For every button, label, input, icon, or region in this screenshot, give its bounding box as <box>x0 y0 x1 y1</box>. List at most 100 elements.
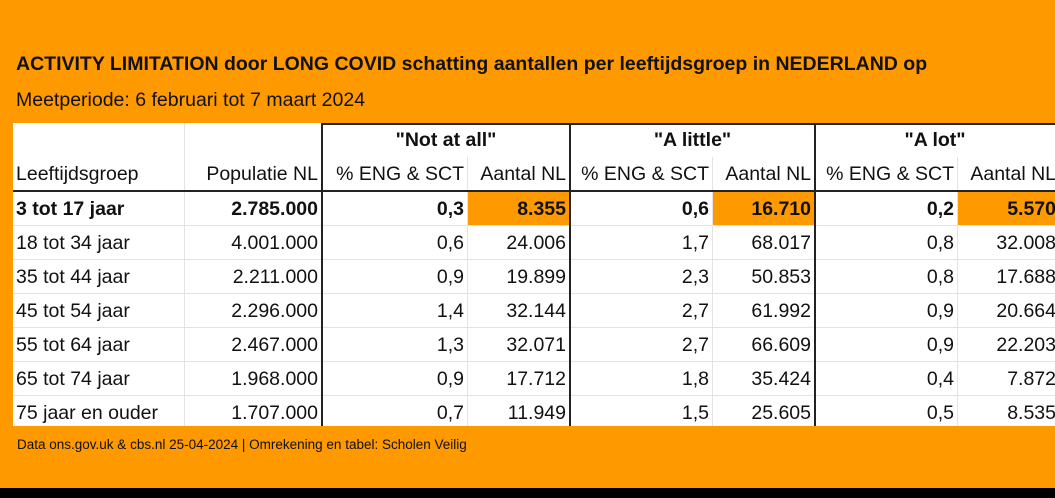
cell-population: 2.296.000 <box>185 294 322 328</box>
group-divider <box>814 396 816 426</box>
cell-percent: 0,3 <box>322 192 468 226</box>
cell-population: 2.467.000 <box>185 328 322 362</box>
cell-percent: 0,9 <box>815 294 958 328</box>
cell-percent: 0,8 <box>815 226 958 260</box>
cell-population: 4.001.000 <box>185 226 322 260</box>
cell-count: 61.992 <box>713 294 815 328</box>
group-divider <box>814 192 816 226</box>
cell-percent: 0,9 <box>815 328 958 362</box>
cell-count: 17.712 <box>468 362 570 396</box>
column-header-aantal: Aantal NL <box>468 157 570 191</box>
cell-count: 32.071 <box>468 328 570 362</box>
source-footer: Data ons.gov.uk & cbs.nl 25-04-2024 | Om… <box>17 437 467 452</box>
cell-count: 32.144 <box>468 294 570 328</box>
cell-count: 50.853 <box>713 260 815 294</box>
group-divider <box>321 226 323 260</box>
cell-count: 20.664 <box>958 294 1055 328</box>
table-row: 65 tot 74 jaar 1.968.000 0,9 17.712 1,8 … <box>13 362 1055 396</box>
empty-header-cell <box>185 123 322 157</box>
group-divider <box>321 328 323 362</box>
column-header-leeftijdsgroep: Leeftijdsgroep <box>13 157 185 191</box>
group-divider <box>814 362 816 396</box>
cell-percent: 2,7 <box>570 294 713 328</box>
group-divider <box>321 396 323 426</box>
cell-age-group: 18 tot 34 jaar <box>13 226 185 260</box>
cell-percent: 1,4 <box>322 294 468 328</box>
cell-count: 19.899 <box>468 260 570 294</box>
cell-percent: 2,3 <box>570 260 713 294</box>
cell-percent: 0,8 <box>815 260 958 294</box>
group-divider <box>321 260 323 294</box>
cell-percent: 2,7 <box>570 328 713 362</box>
table-row: 45 tot 54 jaar 2.296.000 1,4 32.144 2,7 … <box>13 294 1055 328</box>
cell-percent: 0,6 <box>322 226 468 260</box>
cell-count-highlight: 16.710 <box>713 192 815 226</box>
page-title: ACTIVITY LIMITATION door LONG COVID scha… <box>16 53 928 75</box>
cell-age-group: 45 tot 54 jaar <box>13 294 185 328</box>
cell-percent: 1,7 <box>570 226 713 260</box>
column-header-row: Leeftijdsgroep Populatie NL % ENG & SCT … <box>13 157 1055 191</box>
cell-population: 2.211.000 <box>185 260 322 294</box>
cell-count: 66.609 <box>713 328 815 362</box>
empty-header-cell <box>13 123 185 157</box>
group-divider <box>321 157 323 191</box>
table-row: 75 jaar en ouder 1.707.000 0,7 11.949 1,… <box>13 396 1055 426</box>
cell-age-group: 35 tot 44 jaar <box>13 260 185 294</box>
cell-percent: 0,9 <box>322 260 468 294</box>
cell-age-group: 3 tot 17 jaar <box>13 192 185 226</box>
group-divider <box>569 362 571 396</box>
cell-population: 2.785.000 <box>185 192 322 226</box>
group-divider <box>321 294 323 328</box>
cell-count: 25.605 <box>713 396 815 426</box>
cell-count: 8.535 <box>958 396 1055 426</box>
group-divider <box>321 362 323 396</box>
group-divider <box>569 396 571 426</box>
group-divider <box>321 123 323 157</box>
header-bottom-border <box>13 190 1055 192</box>
column-header-percent: % ENG & SCT <box>570 157 713 191</box>
group-divider <box>569 294 571 328</box>
cell-percent: 1,3 <box>322 328 468 362</box>
table-row: 3 tot 17 jaar 2.785.000 0,3 8.355 0,6 16… <box>13 192 1055 226</box>
group-divider <box>814 294 816 328</box>
group-header-row: "Not at all" "A little" "A lot" <box>13 123 1055 157</box>
cell-percent: 1,8 <box>570 362 713 396</box>
cell-count: 35.424 <box>713 362 815 396</box>
cell-count: 7.872 <box>958 362 1055 396</box>
table-row: 35 tot 44 jaar 2.211.000 0,9 19.899 2,3 … <box>13 260 1055 294</box>
cell-percent: 0,5 <box>815 396 958 426</box>
group-divider <box>814 328 816 362</box>
group-top-border <box>322 123 1055 125</box>
cell-count: 32.008 <box>958 226 1055 260</box>
cell-population: 1.707.000 <box>185 396 322 426</box>
column-header-populatie: Populatie NL <box>185 157 322 191</box>
cell-count-highlight: 5.570 <box>958 192 1055 226</box>
group-divider <box>569 226 571 260</box>
cell-count: 68.017 <box>713 226 815 260</box>
cell-age-group: 65 tot 74 jaar <box>13 362 185 396</box>
cell-population: 1.968.000 <box>185 362 322 396</box>
group-divider <box>814 260 816 294</box>
group-divider <box>814 226 816 260</box>
page-subtitle: Meetperiode: 6 februari tot 7 maart 2024 <box>16 89 366 111</box>
cell-count: 24.006 <box>468 226 570 260</box>
data-table: "Not at all" "A little" "A lot" Leeftijd… <box>13 123 1055 426</box>
cell-age-group: 75 jaar en ouder <box>13 396 185 426</box>
group-divider <box>569 157 571 191</box>
table-row: 55 tot 64 jaar 2.467.000 1,3 32.071 2,7 … <box>13 328 1055 362</box>
group-divider <box>569 123 571 157</box>
group-divider <box>814 123 816 157</box>
group-header-a-little: "A little" <box>653 129 732 151</box>
cell-percent: 1,5 <box>570 396 713 426</box>
cell-percent: 0,7 <box>322 396 468 426</box>
cell-percent: 0,6 <box>570 192 713 226</box>
cell-count: 11.949 <box>468 396 570 426</box>
bottom-bar <box>0 488 1055 498</box>
cell-percent: 0,4 <box>815 362 958 396</box>
column-header-aantal: Aantal NL <box>713 157 815 191</box>
column-header-aantal: Aantal NL <box>958 157 1055 191</box>
group-divider <box>569 260 571 294</box>
cell-age-group: 55 tot 64 jaar <box>13 328 185 362</box>
cell-count-highlight: 8.355 <box>468 192 570 226</box>
group-divider <box>321 192 323 226</box>
